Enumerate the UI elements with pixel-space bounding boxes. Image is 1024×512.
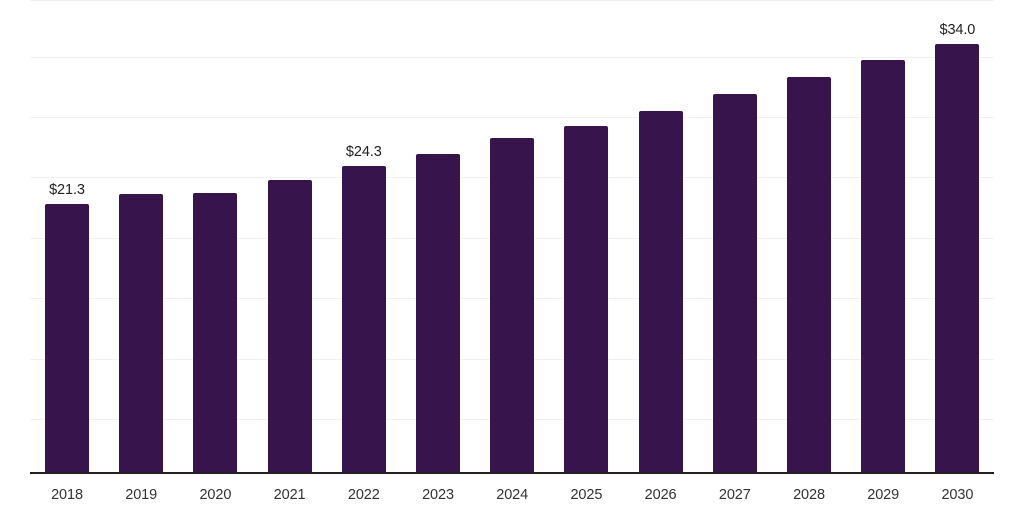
bar-value-label-2018: $21.3 [49, 181, 85, 198]
bar-group [119, 0, 164, 472]
bar-2022[interactable] [341, 166, 386, 472]
x-axis-line [30, 472, 994, 474]
bar-2020[interactable] [193, 192, 238, 472]
x-tick-label-2023: 2023 [422, 487, 454, 503]
bar-2018[interactable] [45, 203, 89, 472]
x-tick-label-2028: 2028 [793, 487, 825, 503]
x-tick-label-2027: 2027 [718, 487, 751, 503]
x-tick-label-2029: 2029 [867, 487, 900, 503]
bar-group [861, 0, 906, 472]
bar-group [787, 0, 831, 472]
bar-2023[interactable] [416, 153, 460, 472]
x-axis-tick-labels: 2018 2019 2020 2021 2022 2023 2024 2025 2026 2027… [0, 473, 1024, 512]
bar-2030[interactable] [935, 44, 980, 472]
bar-group: $24.3 [341, 0, 386, 472]
bar-2025[interactable] [564, 125, 609, 472]
bar-group [564, 0, 609, 472]
plot-area: $21.3 $24.3 $34.0 [45, 0, 980, 472]
bar-2027[interactable] [712, 94, 757, 472]
bar-value-label-2030: $34.0 [939, 22, 976, 39]
x-tick-label-2021: 2021 [273, 487, 306, 503]
bar-2024[interactable] [490, 138, 535, 472]
x-tick-label-2026: 2026 [644, 487, 677, 503]
bar-group: $21.3 [45, 0, 89, 472]
bar-group [638, 0, 683, 472]
bar-2019[interactable] [119, 193, 164, 472]
x-tick-label-2025: 2025 [570, 487, 603, 503]
bar-group [267, 0, 312, 472]
x-tick-label-2019: 2019 [125, 487, 158, 503]
bar-2028[interactable] [787, 76, 831, 472]
bar-2029[interactable] [861, 60, 906, 472]
bar-group [193, 0, 238, 472]
bar-2026[interactable] [638, 110, 683, 472]
gridline [30, 0, 994, 1]
bar-group: $34.0 [935, 0, 980, 472]
bar-value-label-2022: $24.3 [345, 144, 382, 161]
bar-group [712, 0, 757, 472]
gridline [30, 56, 994, 58]
x-tick-label-2018: 2018 [51, 487, 83, 503]
x-tick-label-2020: 2020 [199, 487, 232, 503]
x-tick-label-2022: 2022 [347, 487, 380, 503]
gridline [30, 117, 994, 119]
bar-2021[interactable] [267, 180, 312, 472]
bar-group [416, 0, 460, 472]
bar-group [490, 0, 535, 472]
x-tick-label-2024: 2024 [496, 487, 529, 503]
x-tick-label-2030: 2030 [941, 487, 974, 503]
